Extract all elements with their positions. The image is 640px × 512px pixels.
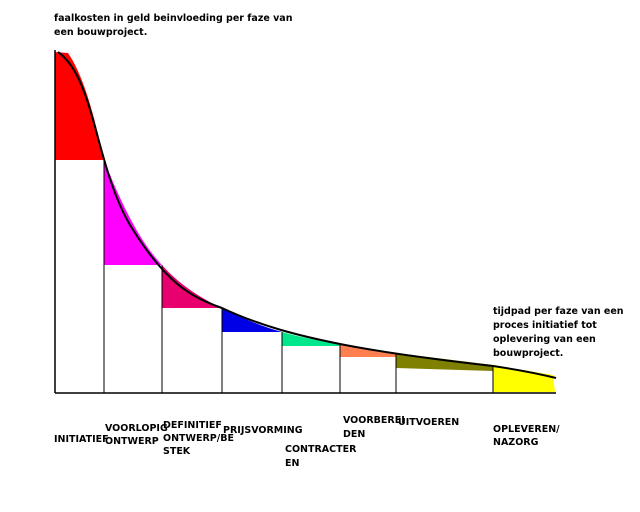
timeline-note-line-4: bouwproject. bbox=[493, 348, 563, 359]
timeline-note: tijdpad per faze van een proces initiati… bbox=[493, 306, 627, 359]
phase-segments bbox=[55, 52, 555, 392]
diagram-title-line-2: een bouwproject. bbox=[54, 27, 147, 38]
segment-opleveren bbox=[493, 365, 555, 392]
phase-label-voorlopig-ontwerp: VOORLOPIG ONTWERP bbox=[105, 423, 171, 447]
phase-label-prijsvorming-line-1: PRIJSVORMING bbox=[223, 425, 303, 436]
cost-curve bbox=[57, 51, 557, 379]
phase-label-initiatief: INITIATIEF bbox=[54, 434, 109, 445]
phase-label-voorlopig-line-1: VOORLOPIG bbox=[105, 423, 168, 434]
phase-label-opleveren-line-2: NAZORG bbox=[493, 437, 539, 448]
segment-initiatief bbox=[55, 52, 104, 160]
timeline-note-line-2: proces initiatief tot bbox=[493, 320, 597, 331]
phase-label-initiatief-line-1: INITIATIEF bbox=[54, 434, 109, 445]
phase-label-definitief-line-2: ONTWERP/BE bbox=[163, 433, 234, 444]
phase-label-contracteren: CONTRACTER EN bbox=[285, 444, 360, 469]
timeline-note-line-3: oplevering van een bbox=[493, 334, 596, 345]
phase-label-opleveren-line-1: OPLEVEREN/ bbox=[493, 424, 560, 435]
phase-label-voorlopig-line-2: ONTWERP bbox=[105, 436, 159, 447]
segment-prijsvorming bbox=[222, 308, 282, 332]
phase-label-voorbereiden-line-2: DEN bbox=[343, 429, 365, 440]
segment-contracteren bbox=[282, 332, 340, 346]
segment-definitief-ontwerp bbox=[162, 265, 222, 308]
phase-label-uitvoeren: UITVOEREN bbox=[398, 417, 459, 428]
diagram-title-line-1: faalkosten in geld beinvloeding per faze… bbox=[54, 13, 293, 24]
phase-label-opleveren: OPLEVEREN/ NAZORG bbox=[493, 424, 563, 448]
phase-label-voorbereiden: VOORBEREI DEN bbox=[343, 415, 408, 440]
phase-label-contracteren-line-2: EN bbox=[285, 458, 299, 469]
phase-label-definitief-ontwerp: DEFINITIEF ONTWERP/BE STEK bbox=[163, 420, 237, 457]
phase-label-voorbereiden-line-1: VOORBEREI bbox=[343, 415, 405, 426]
timeline-note-line-1: tijdpad per faze van een bbox=[493, 306, 624, 317]
phase-dividers bbox=[103, 160, 494, 393]
phase-label-definitief-line-1: DEFINITIEF bbox=[163, 420, 222, 431]
diagram-title: faalkosten in geld beinvloeding per faze… bbox=[54, 13, 296, 38]
phase-label-prijsvorming: PRIJSVORMING bbox=[223, 425, 303, 436]
segment-voorlopig-ontwerp bbox=[104, 160, 162, 265]
phase-label-uitvoeren-line-1: UITVOEREN bbox=[398, 417, 459, 428]
phase-label-contracteren-line-1: CONTRACTER bbox=[285, 444, 357, 455]
phase-label-definitief-line-3: STEK bbox=[163, 446, 191, 457]
